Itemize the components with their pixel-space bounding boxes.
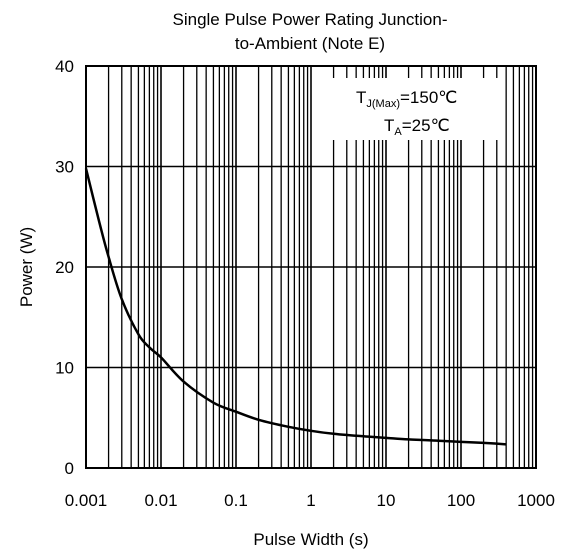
annotation-junction-t: T bbox=[356, 88, 366, 107]
y-tick-label: 40 bbox=[55, 57, 74, 76]
y-tick-labels: 0 10 20 30 40 bbox=[55, 57, 74, 478]
chart-title-line-1: Single Pulse Power Rating Junction- bbox=[173, 10, 448, 29]
x-tick-label: 100 bbox=[447, 491, 475, 510]
annotation-junction-temp: TJ(Max)=150℃ bbox=[356, 88, 457, 110]
y-tick-label: 30 bbox=[55, 158, 74, 177]
y-axis-label: Power (W) bbox=[17, 227, 36, 307]
annotation-junction-value: =150℃ bbox=[400, 88, 457, 107]
x-tick-label: 0.01 bbox=[144, 491, 177, 510]
annotation-ambient-t: T bbox=[384, 116, 394, 135]
annotation-ambient-value: =25℃ bbox=[402, 116, 450, 135]
x-tick-label: 10 bbox=[377, 491, 396, 510]
x-tick-label: 0.1 bbox=[224, 491, 248, 510]
x-tick-labels: 0.001 0.01 0.1 1 10 100 1000 bbox=[65, 491, 555, 510]
grid-lines bbox=[86, 66, 536, 468]
annotation-ambient-sub: A bbox=[394, 126, 402, 138]
y-tick-label: 10 bbox=[55, 359, 74, 378]
x-tick-label: 0.001 bbox=[65, 491, 108, 510]
x-tick-label: 1000 bbox=[517, 491, 555, 510]
chart-title-line-2: to-Ambient (Note E) bbox=[235, 34, 385, 53]
x-tick-label: 1 bbox=[306, 491, 315, 510]
x-axis-label: Pulse Width (s) bbox=[253, 530, 368, 549]
annotation-box: TJ(Max)=150℃ TA=25℃ bbox=[329, 78, 503, 140]
plot-frame bbox=[85, 65, 537, 469]
annotation-ambient-temp: TA=25℃ bbox=[384, 116, 450, 138]
annotation-background bbox=[329, 78, 503, 140]
y-tick-label: 0 bbox=[65, 459, 74, 478]
annotation-junction-sub: J(Max) bbox=[366, 98, 400, 110]
chart-title: Single Pulse Power Rating Junction- to-A… bbox=[173, 10, 448, 53]
y-tick-label: 20 bbox=[55, 258, 74, 277]
series-power-curve bbox=[84, 168, 507, 446]
